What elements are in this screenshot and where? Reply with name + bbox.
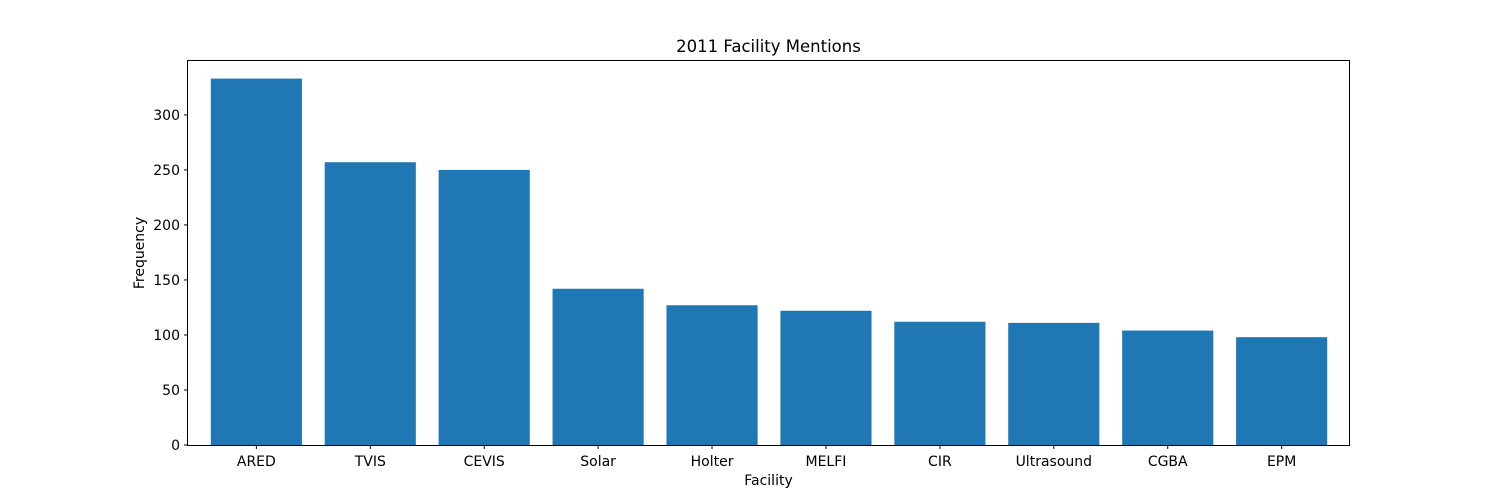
x-tick-label: CEVIS — [464, 454, 505, 470]
y-tick-label: 0 — [171, 438, 180, 454]
y-tick-label: 200 — [153, 218, 180, 234]
bar-epm — [1236, 337, 1328, 445]
x-tick-label: Ultrasound — [1016, 454, 1092, 470]
plot-area-frame — [187, 60, 1350, 446]
x-tick-label: Holter — [691, 454, 734, 470]
bar-tvis — [324, 162, 416, 445]
x-tick-label: ARED — [237, 454, 276, 470]
chart-title: 2011 Facility Mentions — [676, 37, 861, 56]
bar-holter — [666, 305, 758, 445]
bar-cevis — [438, 169, 530, 446]
bar-solar — [552, 288, 644, 445]
bar-cgba — [1122, 330, 1214, 445]
bar-cir — [894, 321, 986, 445]
bars-group — [210, 78, 1328, 446]
bar-ared — [210, 78, 302, 445]
x-tick-label: EPM — [1267, 454, 1296, 470]
x-axis-ticks: ARED TVIS CEVIS Solar Holter MELFI CIR Ultrasou… — [237, 445, 1296, 470]
y-axis-ticks: 0 50 100 150 200 250 300 — [153, 108, 188, 454]
x-tick-label: CIR — [928, 454, 952, 470]
x-tick-label: MELFI — [806, 454, 847, 470]
bar-ultrasound — [1008, 322, 1100, 445]
x-tick-label: CGBA — [1148, 454, 1188, 470]
x-axis-title: Facility — [744, 473, 793, 489]
x-tick-label: Solar — [580, 454, 616, 470]
bar-melfi — [780, 310, 872, 445]
y-tick-label: 300 — [153, 108, 180, 124]
y-tick-label: 50 — [162, 383, 180, 399]
y-tick-label: 250 — [153, 163, 180, 179]
y-axis-title: Frequency — [132, 217, 148, 289]
y-tick-label: 100 — [153, 328, 180, 344]
y-tick-label: 150 — [153, 273, 180, 289]
x-tick-label: TVIS — [354, 454, 386, 470]
